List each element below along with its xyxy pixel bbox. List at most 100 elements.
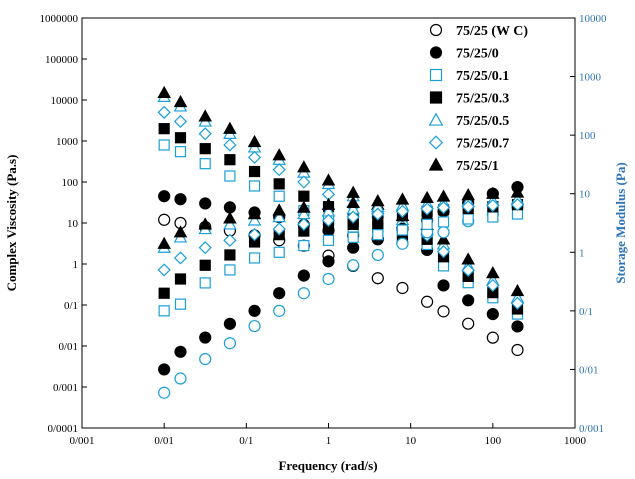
data-point [462,294,475,307]
data-point [272,203,286,216]
right-tick-label: 0/01 [579,364,599,376]
data-point [461,188,475,201]
data-point [174,193,187,206]
data-point [297,200,311,213]
legend-label: 75/25 (W C) [456,24,528,39]
data-point [247,213,262,226]
data-point [199,277,211,289]
left-tick-label: 0/001 [53,382,78,394]
legend-label: 75/25/0.3 [456,92,509,107]
data-point [322,272,335,286]
legend-marker [428,157,444,171]
data-point [174,298,187,310]
data-point [436,232,451,245]
data-point [511,343,524,357]
data-point [462,213,474,225]
data-point [347,241,360,254]
data-point [158,213,171,226]
data-point [157,85,171,98]
data-point [173,94,188,108]
data-point [173,114,188,129]
data-point [223,217,237,230]
left-tick-label: 1000 [56,136,79,148]
y-axis-label: Complex Viscosity (Pa.s) [4,155,19,292]
right-tick-label: 0/001 [579,423,604,435]
right-tick-label: 10 [579,189,591,201]
data-point [223,233,237,247]
data-point [421,295,434,308]
data-point [273,304,286,317]
data-point [486,307,499,321]
data-point [174,273,187,285]
data-point [223,211,237,224]
data-point [510,283,525,297]
data-point [174,146,187,158]
right-tick-label: 1 [579,247,585,259]
data-point [486,266,500,279]
data-point [272,148,286,161]
left-tick-label: 100 [62,177,79,189]
legend-marker [428,135,444,150]
data-point [420,202,434,216]
data-point [224,264,236,276]
data-point [158,386,171,399]
right-tick-label: 10000 [579,13,607,25]
legend-marker [428,112,444,126]
data-point [224,170,236,182]
left-tick-label: 100000 [45,54,79,66]
left-tick-label: 1 [73,259,79,271]
left-tick-label: 0/1 [64,300,78,312]
data-point [157,236,171,249]
left-tick-label: 10000 [51,95,79,107]
data-point [371,207,385,221]
data-point [248,252,261,264]
data-point [396,281,409,295]
data-point [510,185,525,198]
data-point [297,217,311,231]
data-point [321,197,336,210]
data-point [436,245,451,259]
data-marks [157,85,525,399]
data-point [297,269,310,282]
data-point [297,175,311,189]
data-point [198,127,212,141]
data-point [510,296,525,310]
data-point [158,287,170,299]
data-point [248,180,261,192]
data-point [437,216,450,228]
legend-label: 75/25/0.1 [456,69,509,84]
x-tick-label: 0/1 [239,435,253,447]
data-point [421,218,433,230]
right-axis-ticks: 0/001 0/01 0/1 1 10 100 1000 10000 [570,13,607,435]
data-point [273,287,286,300]
data-point [199,353,212,366]
x-tick-label: 10 [405,435,417,447]
data-point [248,304,261,317]
left-tick-label: 1000000 [40,13,79,25]
data-point [173,225,188,238]
data-point [321,213,336,228]
data-point [224,154,236,166]
data-point [297,160,311,173]
legend: 75/25 (W C) 75/25/0 75/25/0.1 75/25/0.3 75/2… [428,23,528,174]
data-point [347,259,360,272]
data-point [461,252,475,265]
data-point [247,207,262,220]
data-point [158,190,171,203]
data-point [511,320,524,333]
legend-label: 75/25/0.5 [456,114,509,129]
data-point [173,251,188,265]
data-point [462,317,475,330]
data-point [437,279,450,292]
data-point [437,305,450,318]
x-tick-label: 1000 [564,435,587,447]
x-tick-label: 1 [326,435,332,447]
data-point [158,123,170,135]
data-point [199,331,212,344]
data-point [199,259,211,271]
data-point [199,197,212,210]
data-point [248,319,261,333]
data-point [346,210,360,224]
left-tick-label: 10 [67,218,79,230]
x-tick-label: 100 [485,435,502,447]
